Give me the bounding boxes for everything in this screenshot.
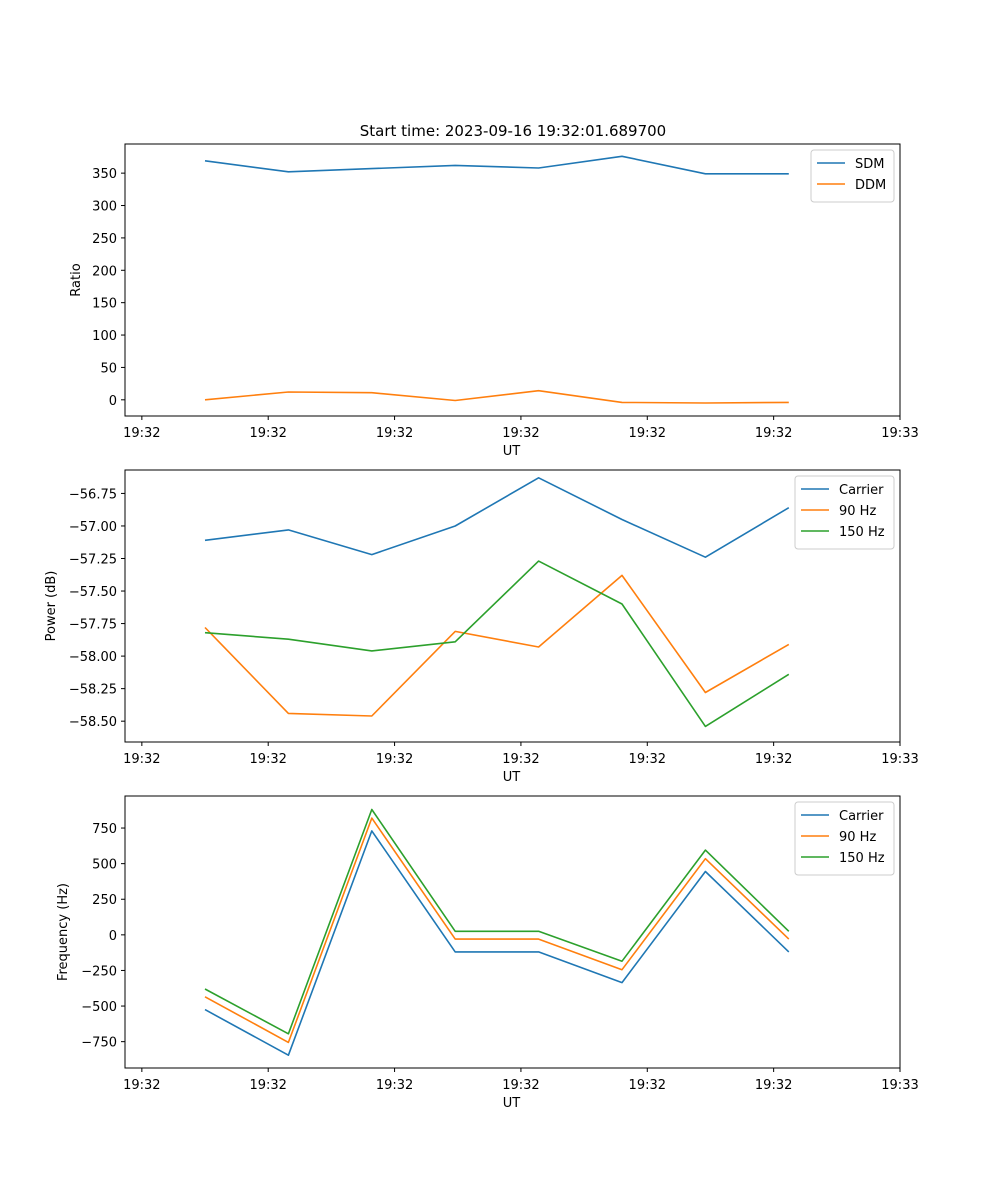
y-axis-label: Ratio bbox=[69, 263, 84, 296]
series-line-sdm bbox=[204, 155, 789, 175]
chart-panel-3: −750 −500 −250 0 250 500 750 19:32 19:32 19:32 19:… bbox=[56, 795, 919, 1111]
legend-label: SDM bbox=[855, 157, 884, 172]
legend-label: 150 Hz bbox=[839, 851, 885, 866]
y-tick-label: 0 bbox=[109, 394, 117, 409]
x-tick-label: 19:32 bbox=[249, 1078, 286, 1093]
x-tick-label: 19:32 bbox=[629, 1078, 666, 1093]
x-axis-label: UT bbox=[503, 444, 521, 459]
series-line-150-hz bbox=[204, 808, 790, 1035]
series-line-90-hz bbox=[204, 817, 790, 1044]
series-line-ddm bbox=[204, 389, 789, 404]
y-tick-label: 50 bbox=[100, 361, 117, 376]
axes-frame bbox=[124, 469, 901, 743]
y-tick-label: −500 bbox=[81, 1000, 117, 1015]
x-tick-label: 19:32 bbox=[123, 1078, 160, 1093]
series-line-carrier bbox=[204, 476, 790, 559]
legend: Carrier 90 Hz 150 Hz bbox=[794, 475, 895, 550]
x-axis-label: UT bbox=[503, 770, 521, 785]
x-tick-label: 19:32 bbox=[249, 752, 286, 767]
y-tick-label: 0 bbox=[109, 929, 117, 944]
chart-panel-1: 0 50 100 150 200 250 300 350 19:32 19:32 19:32 19:3… bbox=[69, 143, 919, 459]
series-line-90-hz bbox=[204, 574, 790, 717]
x-tick-label: 19:33 bbox=[881, 752, 918, 767]
chart-panel-2: −58.50 −58.25 −58.00 −57.75 −57.50 −57.25 −57.… bbox=[44, 469, 919, 785]
x-tick-label: 19:32 bbox=[755, 752, 792, 767]
legend-label: 90 Hz bbox=[839, 830, 876, 845]
x-axis-label: UT bbox=[503, 1096, 521, 1111]
y-tick-label: 350 bbox=[92, 167, 117, 182]
y-axis-label: Power (dB) bbox=[44, 571, 59, 642]
x-tick-label: 19:32 bbox=[123, 752, 160, 767]
x-tick-label: 19:32 bbox=[249, 426, 286, 441]
legend-label: DDM bbox=[855, 178, 886, 193]
y-tick-label: 250 bbox=[92, 232, 117, 247]
legend: SDM DDM bbox=[810, 149, 895, 203]
y-tick-label: 150 bbox=[92, 297, 117, 312]
x-tick-label: 19:32 bbox=[629, 752, 666, 767]
axes-frame bbox=[124, 143, 901, 417]
y-tick-label: 500 bbox=[92, 858, 117, 873]
legend-label: Carrier bbox=[839, 809, 884, 824]
y-tick-label: 200 bbox=[92, 264, 117, 279]
x-tick-label: 19:32 bbox=[376, 1078, 413, 1093]
x-tick-label: 19:32 bbox=[376, 752, 413, 767]
figure-title: Start time: 2023-09-16 19:32:01.689700 bbox=[360, 122, 666, 140]
y-tick-label: −56.75 bbox=[69, 487, 117, 502]
x-tick-label: 19:32 bbox=[755, 1078, 792, 1093]
x-tick-label: 19:32 bbox=[502, 1078, 539, 1093]
x-tick-label: 19:33 bbox=[881, 426, 918, 441]
axes-frame bbox=[124, 795, 901, 1069]
y-tick-label: 300 bbox=[92, 200, 117, 215]
legend: Carrier 90 Hz 150 Hz bbox=[794, 801, 895, 876]
y-tick-label: 100 bbox=[92, 329, 117, 344]
x-tick-label: 19:32 bbox=[376, 426, 413, 441]
y-axis-label: Frequency (Hz) bbox=[56, 883, 71, 981]
y-tick-label: 250 bbox=[92, 893, 117, 908]
series-line-150-hz bbox=[204, 560, 790, 728]
y-tick-label: −58.50 bbox=[69, 715, 117, 730]
y-tick-label: 750 bbox=[92, 822, 117, 837]
legend-label: 90 Hz bbox=[839, 504, 876, 519]
y-tick-label: −57.50 bbox=[69, 585, 117, 600]
y-tick-label: −57.25 bbox=[69, 552, 117, 567]
y-tick-label: −750 bbox=[81, 1036, 117, 1051]
y-tick-label: −58.00 bbox=[69, 650, 117, 665]
y-tick-label: −57.75 bbox=[69, 618, 117, 633]
y-tick-label: −57.00 bbox=[69, 520, 117, 535]
chart-panels: 0 50 100 150 200 250 300 350 19:32 19:32 19:32 19:3… bbox=[44, 143, 919, 1111]
x-tick-label: 19:32 bbox=[755, 426, 792, 441]
x-tick-label: 19:32 bbox=[123, 426, 160, 441]
x-tick-label: 19:32 bbox=[629, 426, 666, 441]
x-tick-label: 19:32 bbox=[502, 752, 539, 767]
legend-label: Carrier bbox=[839, 483, 884, 498]
y-tick-label: −250 bbox=[81, 964, 117, 979]
x-tick-label: 19:33 bbox=[881, 1078, 918, 1093]
y-tick-label: −58.25 bbox=[69, 683, 117, 698]
legend-label: 150 Hz bbox=[839, 525, 885, 540]
x-tick-label: 19:32 bbox=[502, 426, 539, 441]
series-line-carrier bbox=[204, 830, 790, 1056]
